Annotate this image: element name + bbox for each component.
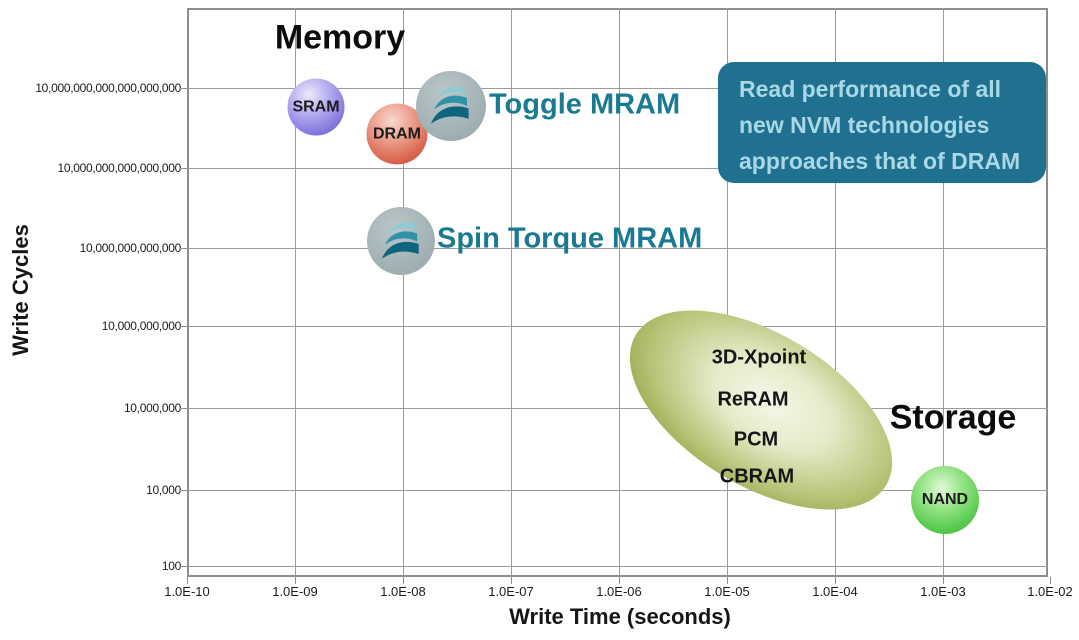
callout-text: Read performance of all new NVM technolo… <box>739 76 1021 174</box>
x-tick-mark <box>943 577 944 584</box>
x-tick-label: 1.0E-08 <box>380 584 426 599</box>
gridline-horizontal <box>187 248 1048 249</box>
x-tick-mark <box>511 577 512 584</box>
gridline-vertical <box>403 8 404 577</box>
y-tick-label: 10,000,000,000 <box>101 319 182 333</box>
toggle-mram-bubble <box>416 71 486 141</box>
gridline-horizontal <box>187 168 1048 169</box>
x-tick-label: 1.0E-05 <box>704 584 750 599</box>
nand-label: NAND <box>921 491 969 508</box>
y-tick-label: 10,000 <box>146 483 181 497</box>
dram-label: DRAM <box>373 125 421 142</box>
memory-group-title: Memory <box>274 18 406 57</box>
spin-torque-mram-bubble <box>367 207 435 275</box>
gridline-vertical <box>943 8 944 577</box>
gridline-vertical <box>835 8 836 577</box>
sram-label: SRAM <box>292 98 340 115</box>
x-axis-title: Write Time (seconds) <box>509 604 731 629</box>
x-tick-label: 1.0E-03 <box>920 584 966 599</box>
y-tick-mark <box>180 248 188 249</box>
x-tick-label: 1.0E-04 <box>812 584 858 599</box>
x-tick-mark <box>727 577 728 584</box>
emerging-label-3dxpoint: 3D-Xpoint <box>711 346 807 369</box>
x-tick-label: 1.0E-07 <box>488 584 534 599</box>
y-tick-label: 10,000,000,000,000,000 <box>57 161 181 175</box>
gridline-horizontal <box>187 88 1048 89</box>
y-tick-mark <box>180 168 188 169</box>
storage-group-title: Storage <box>889 398 1017 437</box>
x-tick-mark <box>403 577 404 584</box>
x-tick-mark <box>187 577 188 584</box>
gridline-horizontal <box>187 326 1048 327</box>
x-tick-mark <box>295 577 296 584</box>
callout-box: Read performance of all new NVM technolo… <box>718 62 1046 183</box>
x-tick-label: 1.0E-09 <box>272 584 318 599</box>
y-tick-label: 10,000,000,000,000,000,000 <box>35 81 181 95</box>
everspin-swoosh-logo-icon <box>381 222 419 259</box>
spin-torque-mram-label: Spin Torque MRAM <box>437 222 703 255</box>
x-tick-mark <box>1050 577 1051 584</box>
gridline-vertical <box>619 8 620 577</box>
everspin-swoosh-logo-icon <box>431 86 469 124</box>
x-tick-label: 1.0E-02 <box>1027 584 1073 599</box>
x-tick-label: 1.0E-10 <box>164 584 210 599</box>
y-tick-mark <box>180 88 188 89</box>
emerging-label-reram: ReRAM <box>717 388 789 411</box>
x-tick-label: 1.0E-06 <box>596 584 642 599</box>
nand-bubble: NAND <box>911 466 979 534</box>
gridline-vertical <box>727 8 728 577</box>
gridline-vertical <box>295 8 296 577</box>
gridline-horizontal <box>187 408 1048 409</box>
gridline-horizontal <box>187 566 1048 567</box>
sram-bubble: SRAM <box>287 78 345 136</box>
y-tick-mark <box>180 490 188 491</box>
y-tick-label: 10,000,000,000,000 <box>79 241 182 255</box>
y-tick-mark <box>180 326 188 327</box>
gridline-horizontal <box>187 490 1048 491</box>
x-tick-mark <box>835 577 836 584</box>
x-tick-mark <box>619 577 620 584</box>
y-tick-mark <box>180 408 188 409</box>
emerging-label-cbram: CBRAM <box>719 465 795 488</box>
y-tick-label: 100 <box>161 559 181 573</box>
gridline-vertical <box>511 8 512 577</box>
y-tick-mark <box>180 566 188 567</box>
emerging-label-pcm: PCM <box>733 428 779 451</box>
toggle-mram-label: Toggle MRAM <box>489 88 681 121</box>
y-tick-label: 10,000,000 <box>123 401 181 415</box>
